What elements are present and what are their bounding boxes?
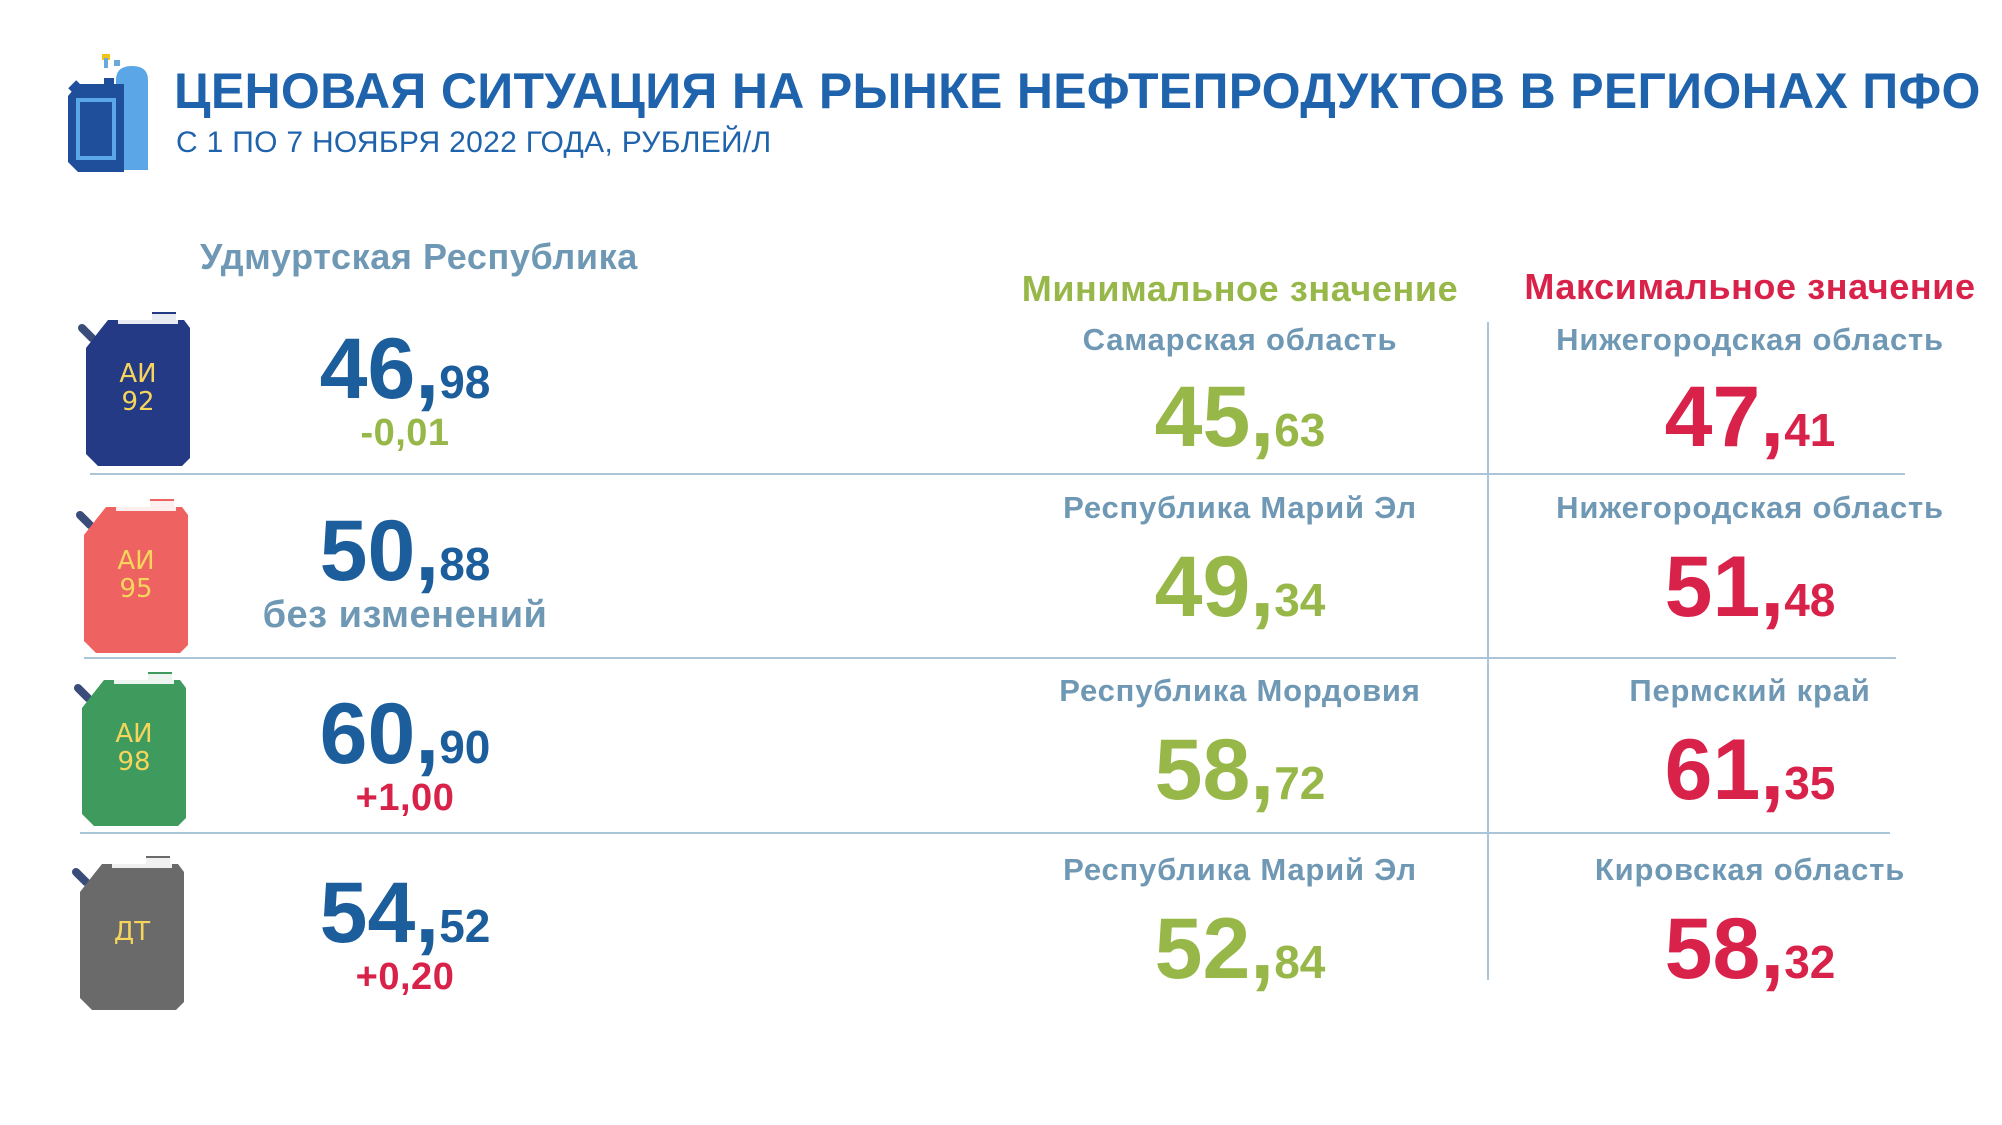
page-subtitle: С 1 ПО 7 НОЯБРЯ 2022 ГОДА, РУБЛЕЙ/Л — [176, 126, 772, 159]
min-price-integer: 58, — [1154, 722, 1275, 818]
udmurt-price-integer: 50, — [319, 503, 440, 599]
min-region-name: Республика Марий Эл — [1063, 490, 1417, 525]
min-price: 49,34 — [990, 544, 1490, 630]
max-region-name: Нижегородская область — [1556, 322, 1944, 357]
max-region-name: Кировская область — [1594, 852, 1906, 887]
fuel-type-label: АИ 92 — [86, 308, 190, 468]
min-price: 45,63 — [990, 374, 1490, 460]
min-price-decimal: 84 — [1274, 936, 1326, 988]
fuel-type-label: ДТ — [80, 852, 184, 1012]
fuel-type-line1: ДТ — [113, 916, 151, 947]
row-divider — [80, 832, 1890, 834]
udmurt-price-change: +1,00 — [355, 777, 455, 819]
fuel-type-line2: 98 — [117, 747, 151, 777]
fuel-type-label: АИ 95 — [84, 495, 188, 655]
max-price-integer: 47, — [1664, 369, 1785, 465]
fuel-type-line1: АИ — [117, 545, 155, 576]
udmurt-price-change: без изменений — [262, 594, 548, 636]
max-price: 47,41 — [1500, 374, 2000, 460]
min-price: 58,72 — [990, 727, 1490, 813]
max-price-decimal: 35 — [1784, 757, 1836, 809]
page-title: ЦЕНОВАЯ СИТУАЦИЯ НА РЫНКЕ НЕФТЕПРОДУКТОВ… — [174, 63, 1981, 119]
udmurt-price: 60,90 — [155, 691, 655, 777]
min-region-name: Самарская область — [1082, 322, 1398, 357]
column-divider — [1487, 322, 1489, 980]
udmurt-price: 50,88 — [155, 508, 655, 594]
row-divider — [84, 657, 1896, 659]
udmurt-price-integer: 46, — [319, 321, 440, 417]
fuel-type-line2: 92 — [121, 387, 155, 417]
fuel-type-label: АИ 98 — [82, 668, 186, 828]
udmurt-price-decimal: 90 — [439, 721, 491, 773]
fuel-type-line2: 95 — [119, 574, 153, 604]
fuel-canister-and-gas-cylinder-icon — [64, 50, 160, 176]
min-region-name: Республика Марий Эл — [1063, 852, 1417, 887]
fuel-type-line1: АИ — [115, 718, 153, 749]
min-price-decimal: 34 — [1274, 574, 1326, 626]
min-price-decimal: 63 — [1274, 404, 1326, 456]
fuel-type-line1: АИ — [119, 358, 157, 389]
udmurt-price-decimal: 98 — [439, 356, 491, 408]
max-price-integer: 58, — [1664, 901, 1785, 997]
max-price-decimal: 32 — [1784, 936, 1836, 988]
max-price-integer: 61, — [1664, 722, 1785, 818]
max-value-heading: Максимальное значение — [1524, 266, 1976, 307]
udmurt-price-change: -0,01 — [360, 412, 450, 454]
max-price: 58,32 — [1500, 906, 2000, 992]
max-price-integer: 51, — [1664, 539, 1785, 635]
region-label: Удмуртская Республика — [200, 236, 638, 277]
fuel-canister-icon: ДТ — [72, 852, 190, 1012]
udmurt-price-decimal: 88 — [439, 538, 491, 590]
fuel-canister-icon: АИ 95 — [76, 495, 194, 655]
max-price-decimal: 48 — [1784, 574, 1836, 626]
max-price: 51,48 — [1500, 544, 2000, 630]
max-price: 61,35 — [1500, 727, 2000, 813]
row-divider — [90, 473, 1905, 475]
udmurt-price: 54,52 — [155, 870, 655, 956]
min-value-heading: Минимальное значение — [1021, 268, 1459, 309]
min-price: 52,84 — [990, 906, 1490, 992]
max-price-decimal: 41 — [1784, 404, 1836, 456]
min-price-integer: 45, — [1154, 369, 1275, 465]
max-region-name: Нижегородская область — [1556, 490, 1944, 525]
udmurt-price-change: +0,20 — [355, 956, 455, 998]
min-price-decimal: 72 — [1274, 757, 1326, 809]
fuel-canister-icon: АИ 92 — [78, 308, 196, 468]
udmurt-price: 46,98 — [155, 326, 655, 412]
udmurt-price-integer: 60, — [319, 686, 440, 782]
min-price-integer: 49, — [1154, 539, 1275, 635]
min-region-name: Республика Мордовия — [1059, 673, 1421, 708]
min-price-integer: 52, — [1154, 901, 1275, 997]
udmurt-price-decimal: 52 — [439, 900, 491, 952]
max-region-name: Пермский край — [1629, 673, 1871, 708]
fuel-canister-icon: АИ 98 — [74, 668, 192, 828]
udmurt-price-integer: 54, — [319, 865, 440, 961]
